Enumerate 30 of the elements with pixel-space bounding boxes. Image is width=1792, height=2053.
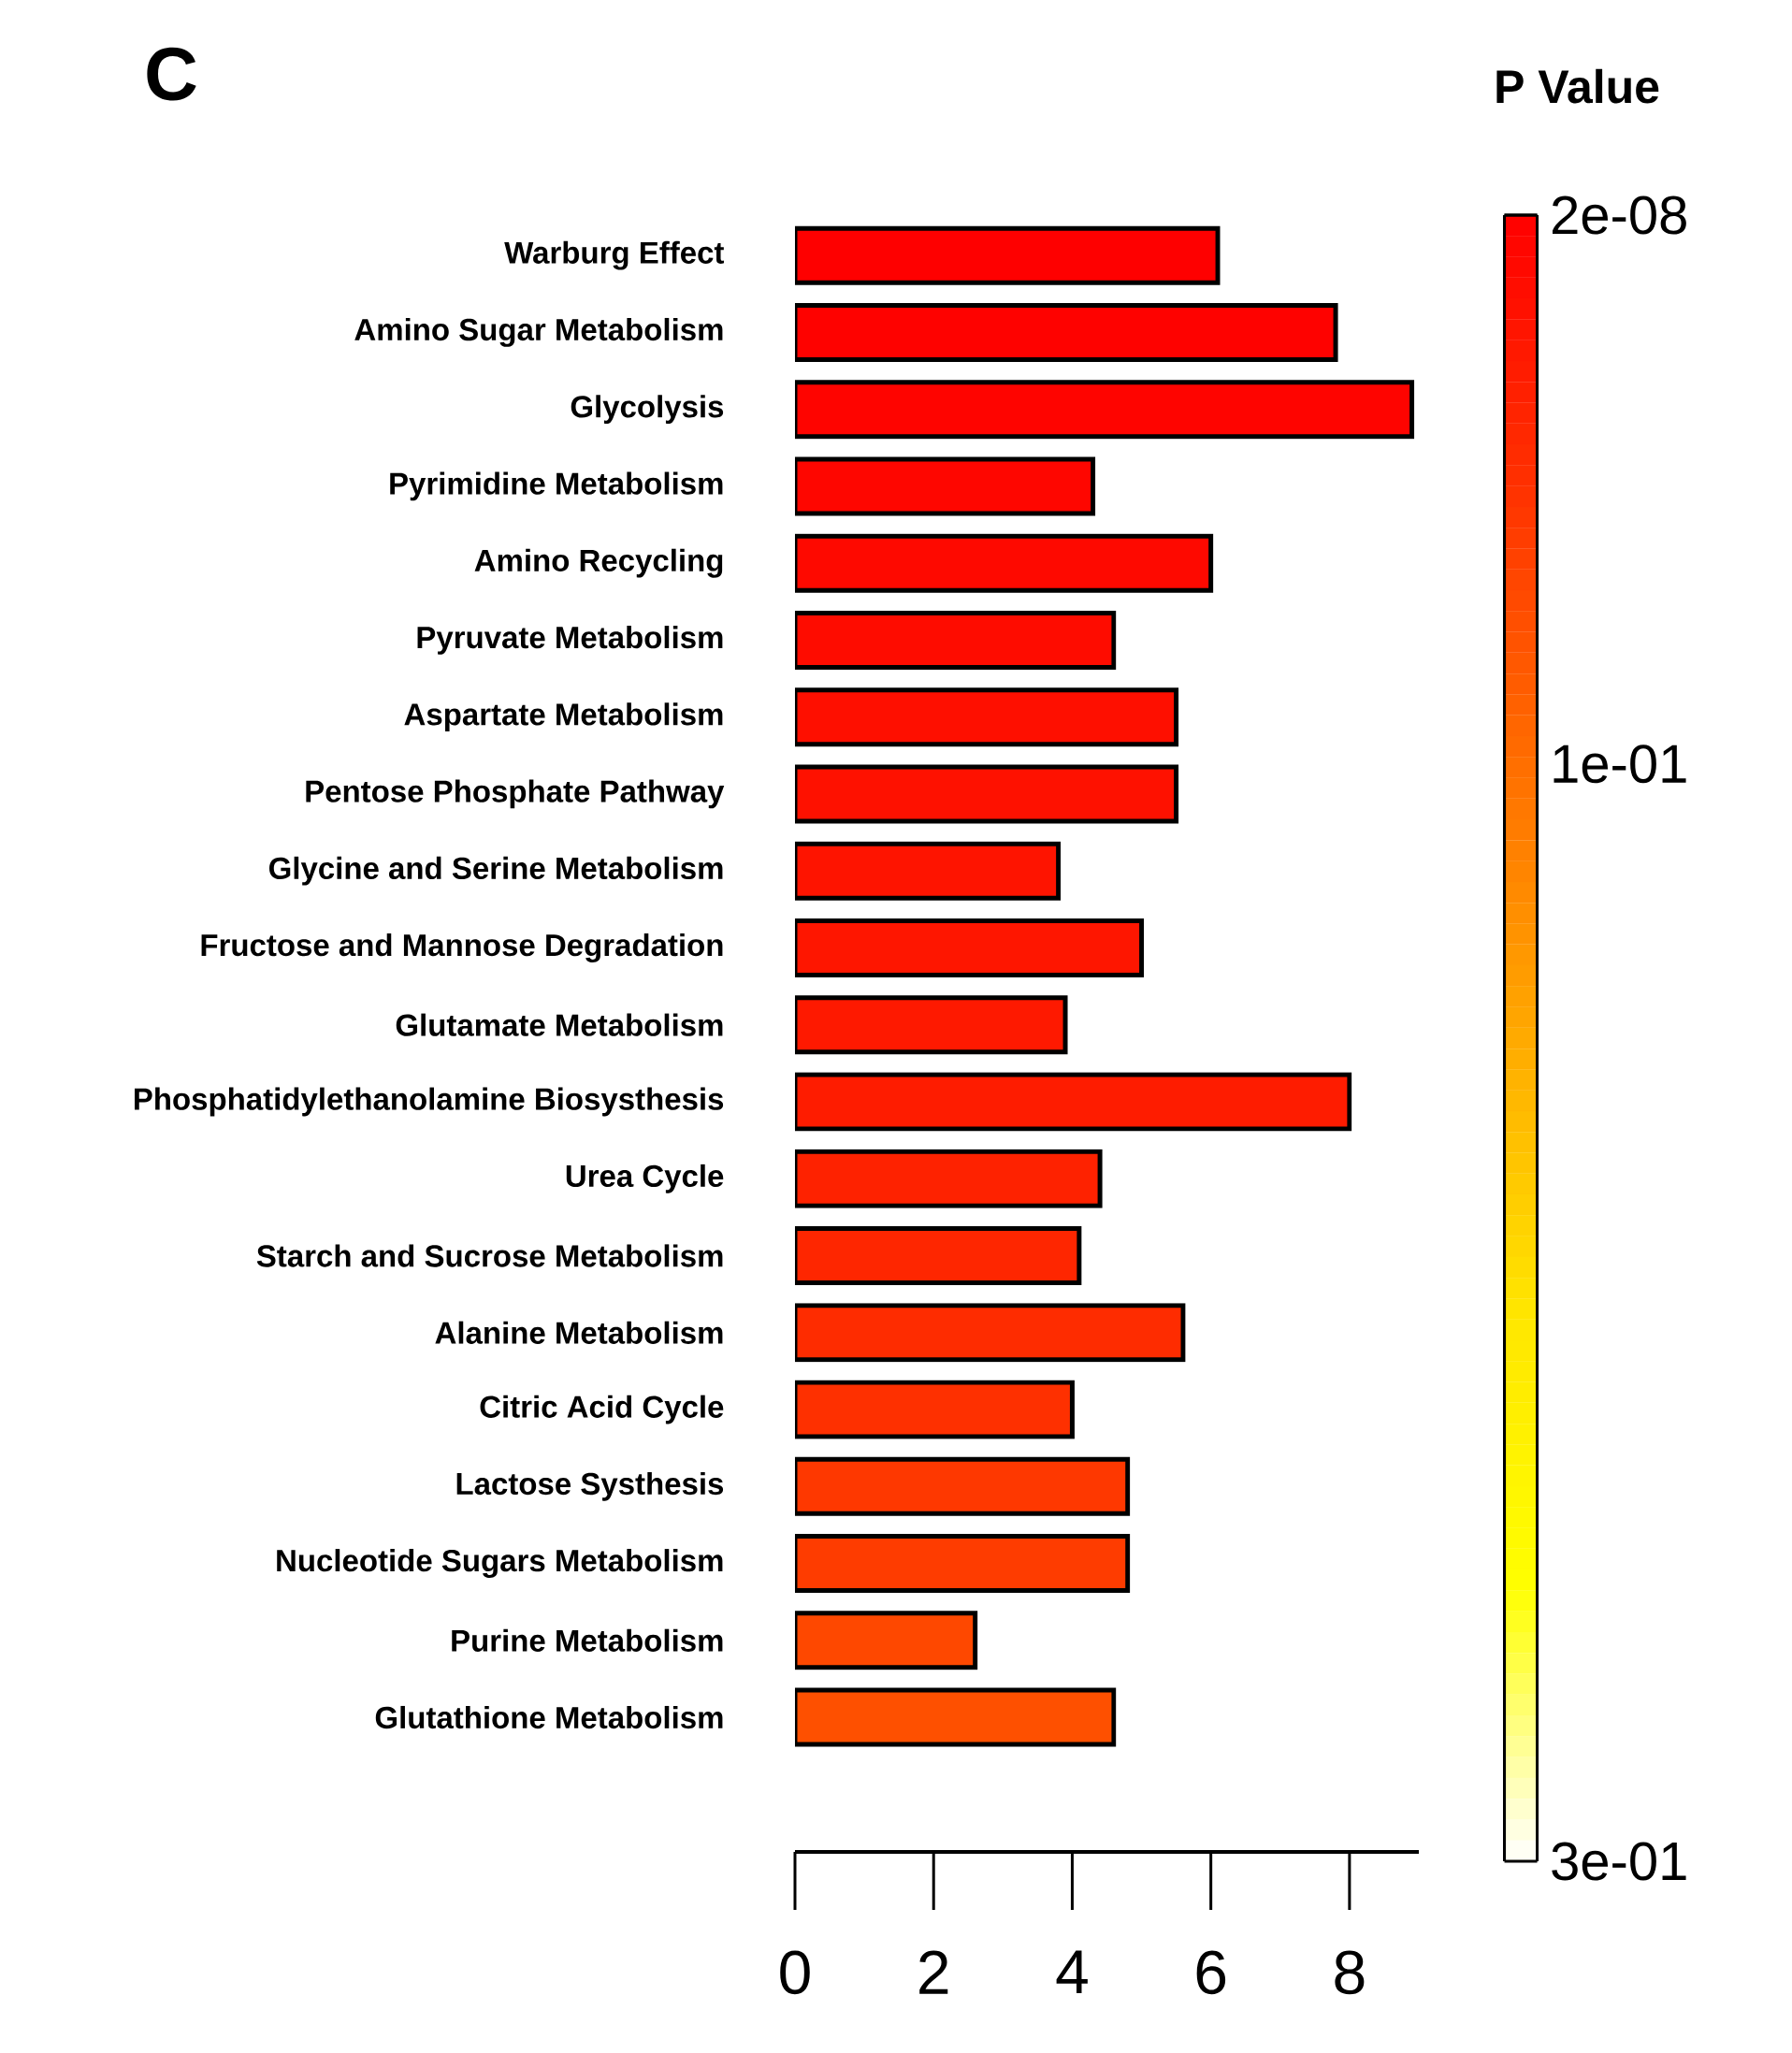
x-tick-label: 2	[919, 1950, 948, 1994]
y-tick-label: Starch and Sucrose Metabolism	[256, 1244, 723, 1267]
color-bar-title: P Value	[1496, 68, 1659, 104]
y-tick-label: Amino Sugar Metabolism	[354, 317, 723, 347]
y-tick-label: Glutathione Metabolism	[375, 1705, 723, 1729]
y-tick-label: Glutamate Metabolism	[396, 1013, 723, 1036]
y-tick-label: Fructose and Mannose Degradation	[201, 933, 723, 962]
y-tick-label: Phosphatidylethanolamine Biosysthesis	[135, 1087, 724, 1117]
x-tick-label: 6	[1196, 1950, 1226, 1995]
x-tick-label: 4	[1056, 1950, 1088, 1993]
y-tick-label: Aspartate Metabolism	[404, 702, 723, 732]
y-tick-label: Pyruvate Metabolism	[417, 626, 723, 655]
text: C	[147, 47, 196, 101]
y-tick-label: Lactose Systhesis	[456, 1471, 724, 1501]
y-tick-label: Purine Metabolism	[452, 1628, 723, 1652]
y-tick-label: Nucleotide Sugars Metabolism	[277, 1549, 723, 1578]
y-tick-label: Glycolysis	[571, 395, 724, 425]
color-bar-label: 1e-01	[1554, 745, 1686, 784]
y-tick-label: Citric Acid Cycle	[480, 1395, 724, 1424]
y-tick-label: Pentose Phosphate Pathway	[306, 779, 725, 809]
color-bar-label: 3e-01	[1552, 1842, 1686, 1881]
x-tick-label: 0	[780, 1950, 810, 1995]
y-tick-label: Warburg Effect	[504, 240, 725, 270]
y-tick-label: Urea Cycle	[566, 1164, 724, 1193]
color-bar-label: 2e-08	[1552, 195, 1686, 235]
y-tick-label: Pyrimidine Metabolism	[390, 471, 723, 501]
y-tick-label: Amino Recycling	[474, 548, 723, 578]
y-tick-label: Glycine and Serine Metabolism	[268, 856, 723, 886]
x-tick-label: 8	[1335, 1950, 1365, 1995]
y-tick-label: Alanine Metabolism	[435, 1321, 723, 1344]
